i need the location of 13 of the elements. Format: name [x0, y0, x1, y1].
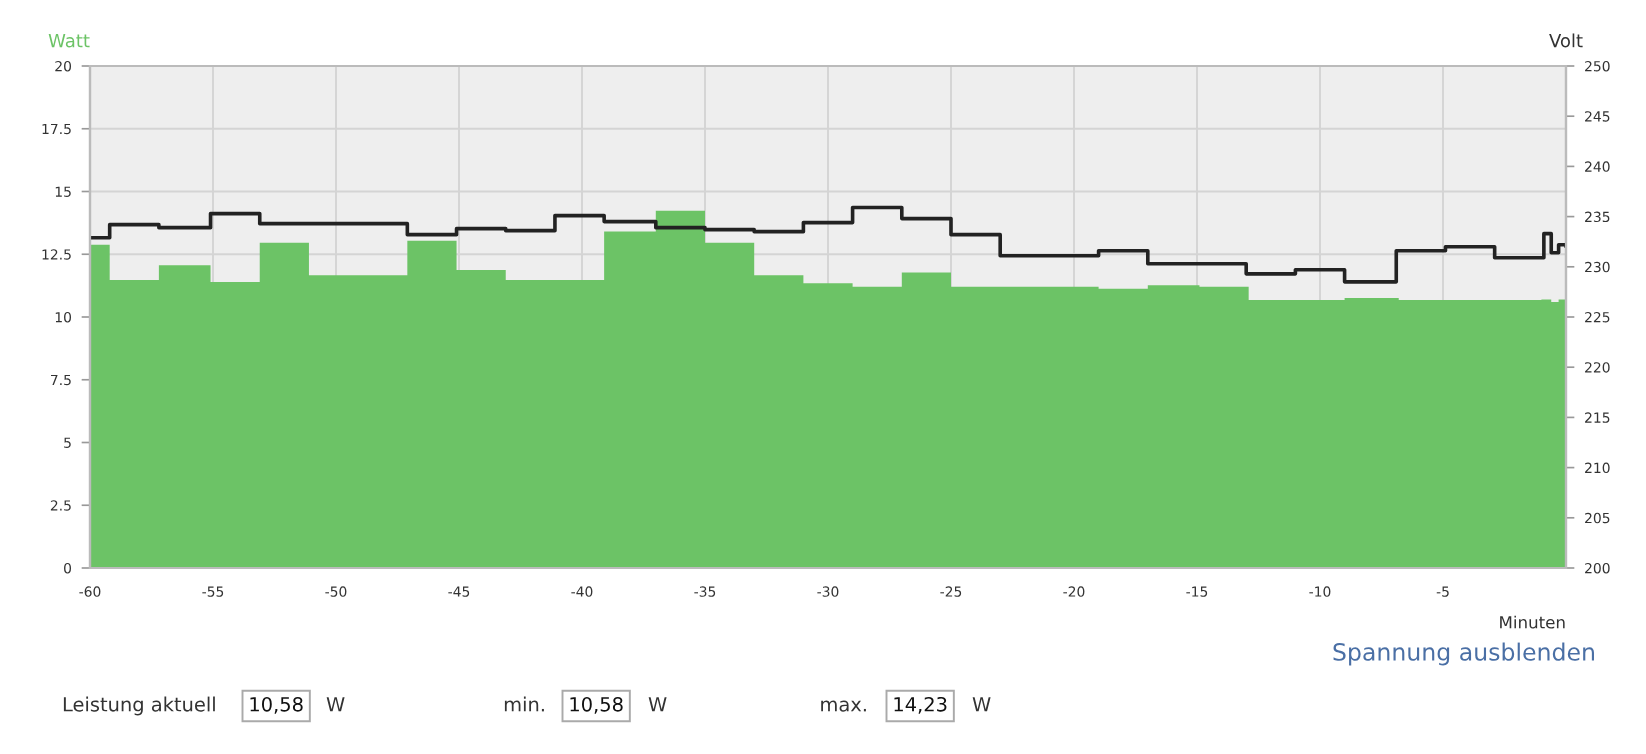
y-axis-title: Watt: [48, 34, 90, 48]
text: W: [326, 697, 345, 712]
text: Leistung aktuell: [63, 696, 215, 716]
y2-axis-title: Volt: [1549, 33, 1583, 48]
text: Spannung ausblenden: [1333, 642, 1594, 666]
text: 10,58: [570, 696, 623, 714]
x-axis-title: Minuten: [1500, 615, 1565, 629]
text: 10,58: [250, 696, 303, 714]
text: W: [972, 697, 991, 712]
text: 14,23: [894, 696, 947, 714]
text: max.: [821, 700, 866, 712]
text: min.: [504, 696, 544, 712]
text: W: [648, 697, 667, 712]
